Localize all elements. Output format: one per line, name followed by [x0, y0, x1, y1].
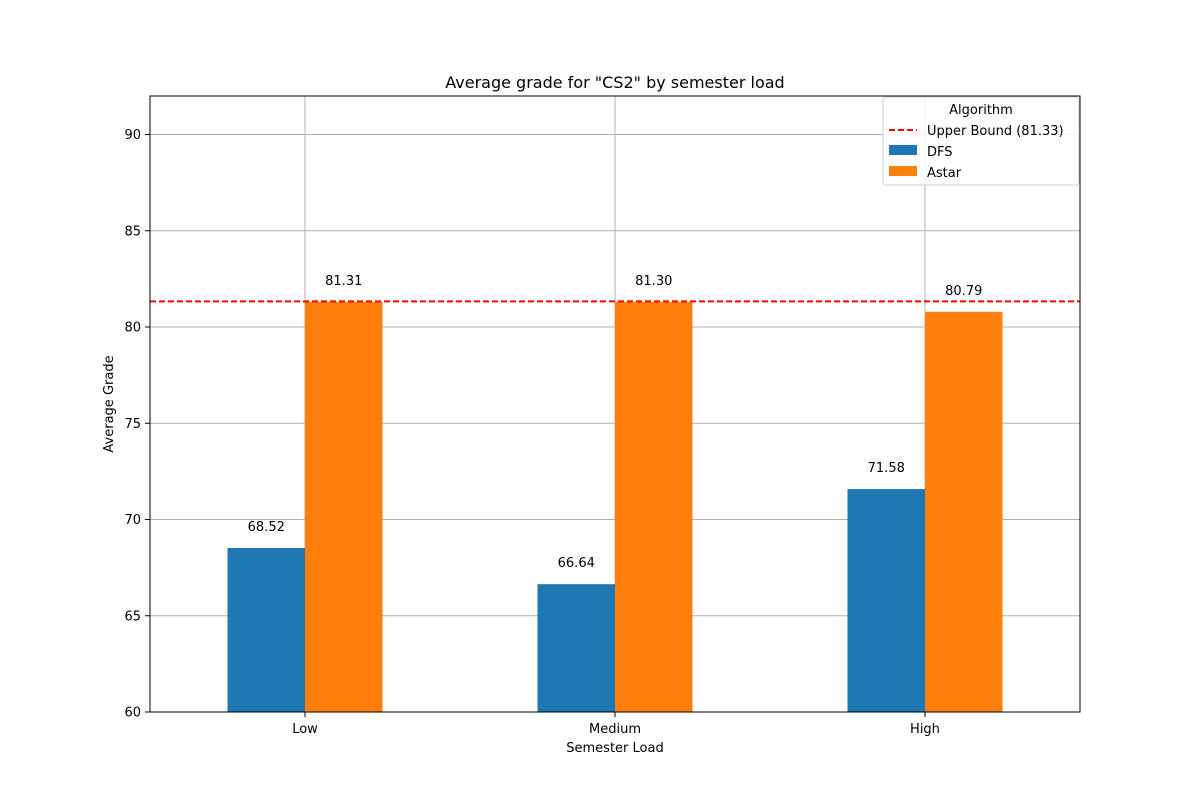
x-tick-label-medium: Medium — [589, 722, 641, 737]
axes-layer: 60 65 70 75 80 85 90 Low Medium High — [124, 128, 939, 737]
data-label-astar-high: 80.79 — [945, 284, 982, 299]
x-tick-label-low: Low — [292, 722, 318, 737]
y-tick-label: 90 — [124, 128, 141, 143]
x-axis-label: Semester Load — [566, 741, 663, 756]
data-label-dfs-low: 68.52 — [248, 520, 285, 535]
bars-layer — [227, 301, 1003, 712]
y-axis-label: Average Grade — [102, 355, 117, 452]
bar-dfs-high — [847, 489, 925, 712]
legend-series-swatch-dfs — [889, 145, 917, 155]
bar-astar-low — [305, 301, 383, 712]
legend: Algorithm Upper Bound (81.33) DFS Astar — [882, 96, 1080, 186]
bar-astar-high — [925, 311, 1003, 712]
data-label-dfs-high: 71.58 — [868, 461, 905, 476]
legend-series-swatch-astar — [889, 166, 917, 176]
data-label-astar-medium: 81.30 — [635, 274, 672, 289]
y-tick-label: 65 — [124, 609, 141, 624]
legend-title: Algorithm — [949, 103, 1013, 118]
legend-series-label-astar: Astar — [927, 166, 962, 181]
bar-dfs-low — [227, 547, 305, 712]
y-tick-label: 75 — [124, 417, 141, 432]
x-tick-label-high: High — [910, 722, 940, 737]
data-label-astar-low: 81.31 — [325, 274, 362, 289]
bar-dfs-medium — [537, 584, 615, 712]
legend-reference-line-label: Upper Bound (81.33) — [927, 124, 1064, 139]
data-labels-layer: 68.52 66.64 71.58 81.31 81.30 80.79 — [248, 274, 983, 571]
y-tick-label: 70 — [124, 513, 141, 528]
y-tick-label: 80 — [124, 321, 141, 336]
data-label-dfs-medium: 66.64 — [558, 556, 595, 571]
y-tick-label: 85 — [124, 224, 141, 239]
legend-series-label-dfs: DFS — [927, 145, 953, 160]
legend-box — [882, 96, 1080, 186]
bar-astar-medium — [615, 301, 693, 712]
chart-title: Average grade for "CS2" by semester load — [445, 73, 784, 92]
y-tick-label: 60 — [124, 706, 141, 721]
